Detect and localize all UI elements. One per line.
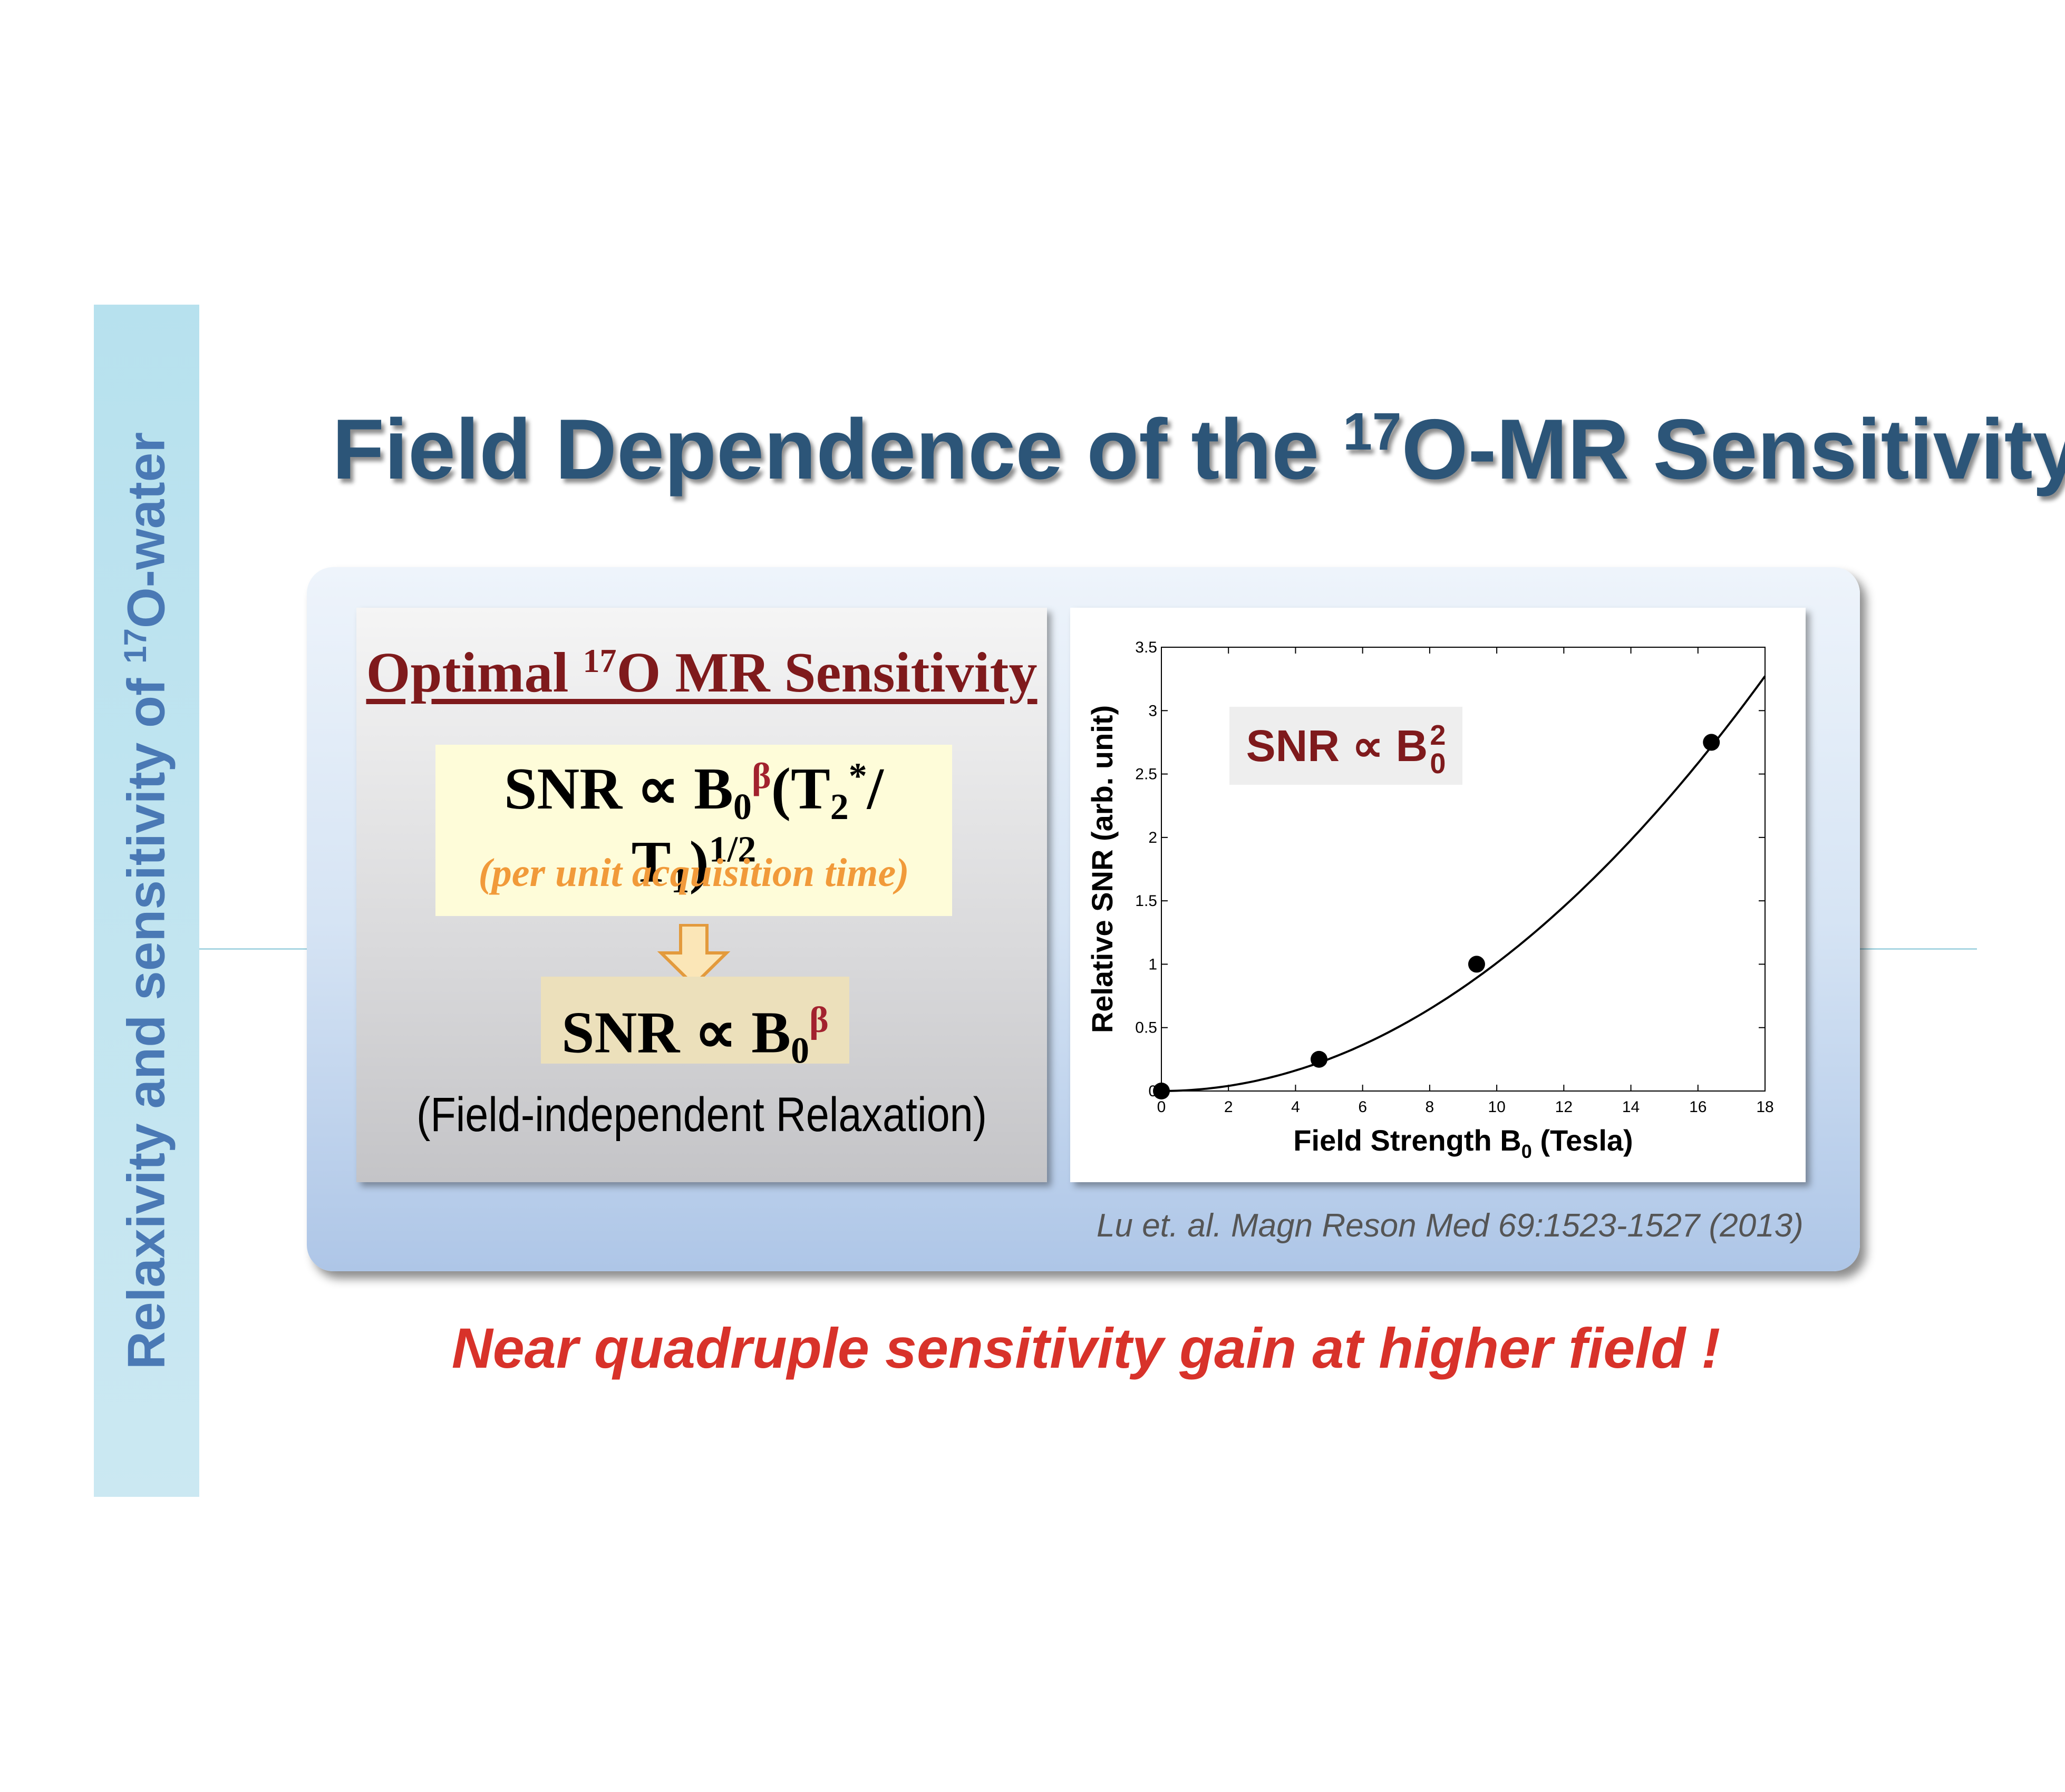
data-point — [1153, 1083, 1170, 1099]
x-tick-label: 12 — [1555, 1098, 1573, 1116]
citation: Lu et. al. Magn Reson Med 69:1523-1527 (… — [1097, 1207, 1804, 1244]
x-tick-label: 6 — [1358, 1098, 1367, 1116]
x-tick-label: 2 — [1224, 1098, 1233, 1116]
y-tick-label: 1 — [1148, 956, 1157, 973]
y-tick-label: 0.5 — [1135, 1019, 1157, 1037]
x-tick-label: 8 — [1426, 1098, 1434, 1116]
x-tick-label: 0 — [1157, 1098, 1166, 1116]
tagline: Near quadruple sensitivity gain at highe… — [451, 1316, 1721, 1380]
divider-line-right — [1860, 948, 1977, 950]
x-axis-label: Field Strength B0 (Tesla) — [1293, 1124, 1633, 1162]
side-label: Relaxivity and sensitivity of 17O-water — [117, 432, 176, 1370]
side-banner — [94, 305, 199, 1497]
x-tick-label: 16 — [1689, 1098, 1707, 1116]
data-point — [1703, 734, 1720, 751]
x-tick-label: 14 — [1622, 1098, 1640, 1116]
y-tick-label: 1.5 — [1135, 892, 1157, 910]
formula-panel: Optimal 17O MR Sensitivity SNR ∝ B0β(T2*… — [356, 608, 1047, 1182]
formula-heading: Optimal 17O MR Sensitivity — [366, 641, 1038, 704]
data-point — [1468, 956, 1485, 973]
acquisition-time-note: (per unit acquisition time) — [478, 851, 909, 895]
simplified-equation: SNR ∝ B0β — [541, 977, 849, 1071]
chart-panel: 0 2 4 6 8 10 12 14 16 18 0 0.5 1 1.5 2 2.5 3 3.5 Field Str… — [1070, 608, 1806, 1182]
snr-equation: SNR ∝ B0β(T2*/ T1)1/2 — [504, 756, 884, 901]
page-title: Field Dependence of the 17O-MR Sensitivi… — [332, 402, 2065, 497]
y-tick-label: 2 — [1148, 829, 1157, 846]
y-tick-label: 3 — [1148, 702, 1157, 719]
x-tick-label: 4 — [1291, 1098, 1300, 1116]
y-axis-label: Relative SNR (arb. unit) — [1085, 705, 1119, 1033]
y-tick-label: 2.5 — [1135, 766, 1157, 783]
x-tick-label: 18 — [1756, 1098, 1773, 1116]
data-point — [1310, 1050, 1327, 1068]
fit-curve — [1161, 675, 1766, 1092]
down-arrow-icon — [657, 924, 731, 987]
x-tick-label: 10 — [1488, 1098, 1505, 1116]
divider-line-left — [199, 948, 307, 950]
relaxation-note: (Field-independent Relaxation) — [416, 1088, 987, 1142]
plot-frame — [1161, 647, 1766, 1092]
equation-box: SNR ∝ B0β(T2*/ T1)1/2 (per unit acquisit… — [435, 745, 952, 916]
y-tick-label: 3.5 — [1135, 639, 1157, 656]
